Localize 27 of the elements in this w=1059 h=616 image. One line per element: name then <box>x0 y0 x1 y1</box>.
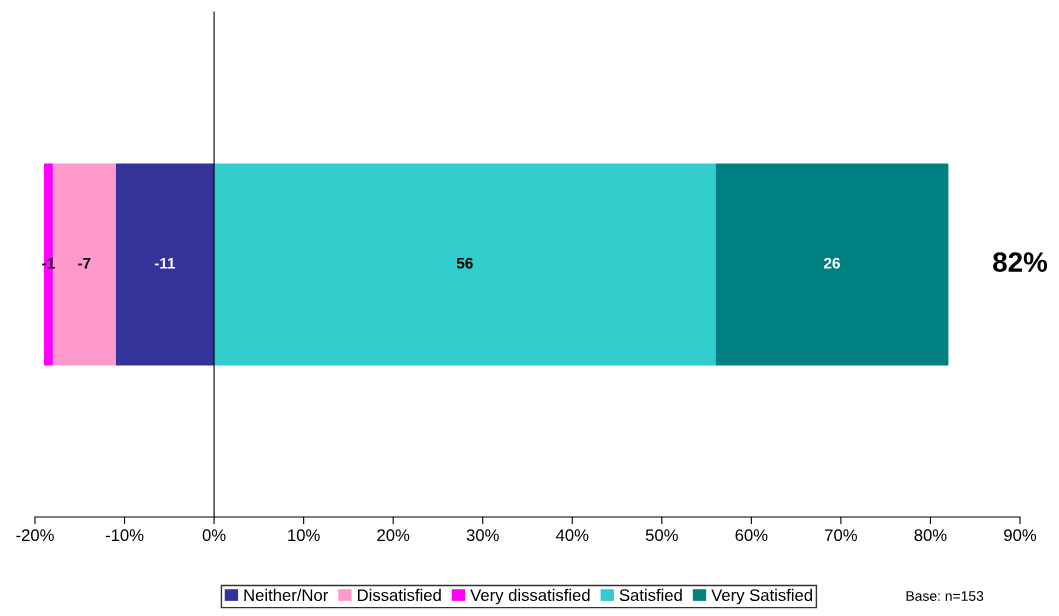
x-tick-label: 30% <box>466 529 499 542</box>
bar <box>43 163 53 366</box>
bar <box>214 163 716 366</box>
bar <box>115 163 215 366</box>
x-tick-label: 20% <box>377 529 410 542</box>
legend-label: Dissatisfied <box>357 588 441 602</box>
x-tick-label: 80% <box>914 529 947 542</box>
x-tick-label: 0% <box>202 529 226 542</box>
legend-label: Neither/Nor <box>244 588 329 602</box>
data-label: 26 <box>823 257 840 269</box>
x-tick-label: -20% <box>16 529 54 542</box>
x-tick-label: 60% <box>735 529 768 542</box>
x-tick-label: -10% <box>105 529 144 542</box>
annotation: 82% <box>993 252 1048 272</box>
bar <box>715 163 949 366</box>
x-tick-label: 90% <box>1004 529 1037 542</box>
data-label: -7 <box>78 257 91 269</box>
legend-label: Satisfied <box>619 588 682 602</box>
legend-label: Very dissatisfied <box>470 588 590 605</box>
data-label: 56 <box>456 257 473 269</box>
x-tick-label: 40% <box>555 529 589 542</box>
text: Base: n=153 <box>906 591 984 601</box>
legend-label: Very Satisfied <box>711 588 813 605</box>
x-tick-label: 50% <box>645 529 678 542</box>
data-label: -11 <box>154 257 176 269</box>
x-tick-label: 70% <box>825 529 857 542</box>
x-tick-label: 10% <box>288 529 320 542</box>
